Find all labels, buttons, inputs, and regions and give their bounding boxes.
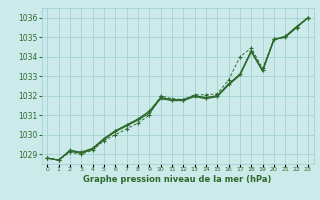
- X-axis label: Graphe pression niveau de la mer (hPa): Graphe pression niveau de la mer (hPa): [84, 175, 272, 184]
